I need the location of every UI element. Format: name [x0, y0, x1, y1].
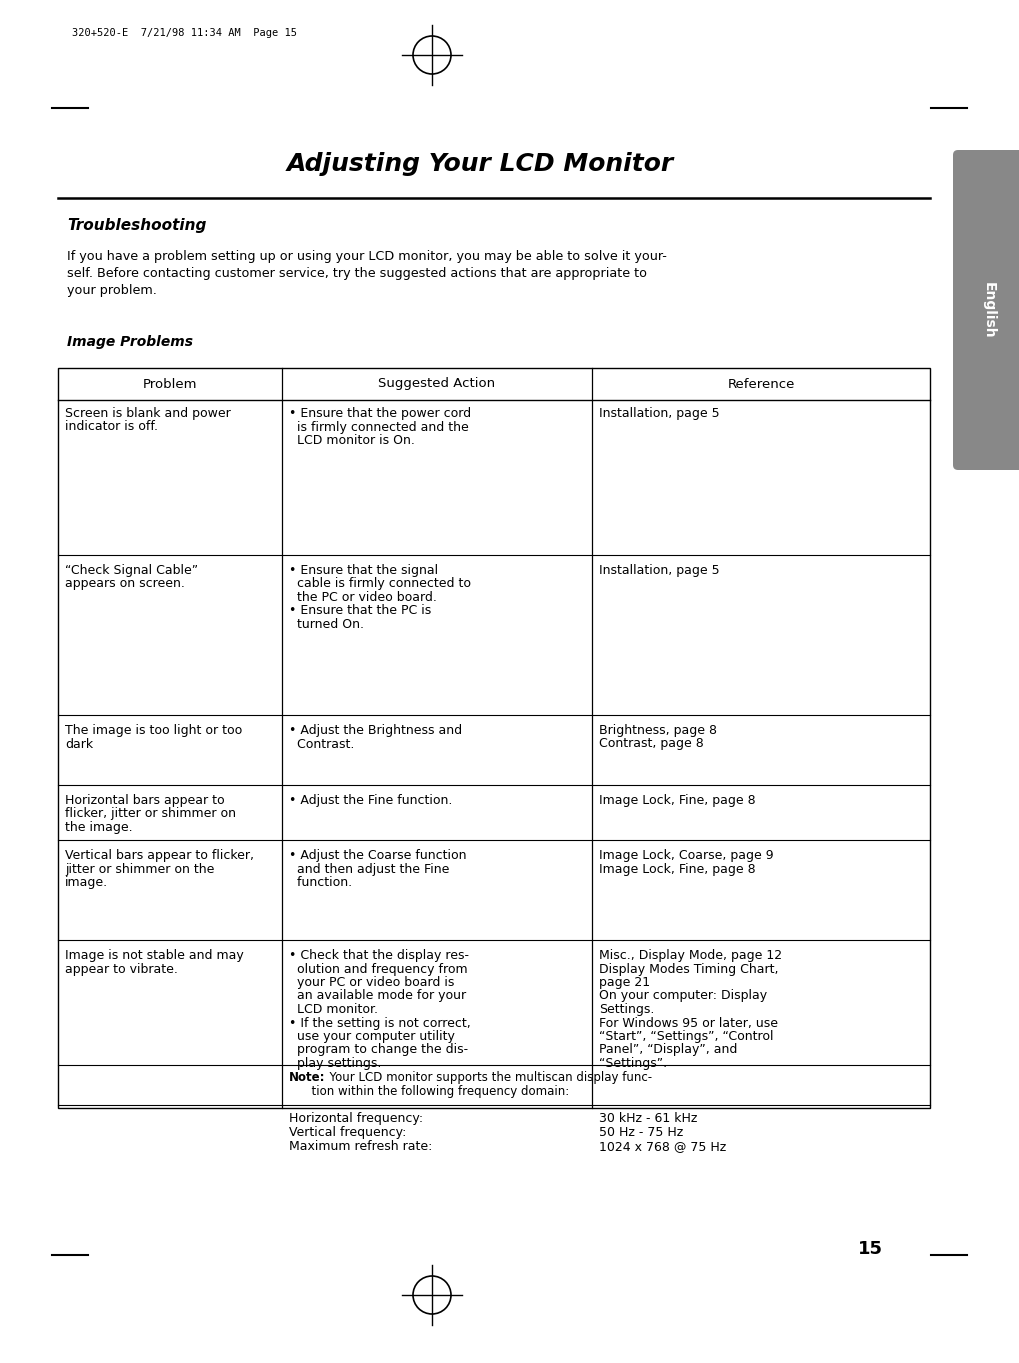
Text: Image Problems: Image Problems [67, 335, 193, 349]
Text: • Check that the display res-: • Check that the display res- [289, 949, 469, 962]
Text: the PC or video board.: the PC or video board. [289, 592, 437, 604]
Text: Reference: Reference [728, 378, 795, 391]
Text: program to change the dis-: program to change the dis- [289, 1044, 468, 1056]
Text: • Adjust the Brightness and: • Adjust the Brightness and [289, 724, 463, 737]
Text: Vertical bars appear to flicker,: Vertical bars appear to flicker, [65, 849, 254, 861]
Text: LCD monitor.: LCD monitor. [289, 1003, 378, 1015]
Text: • Ensure that the PC is: • Ensure that the PC is [289, 605, 431, 617]
Text: Troubleshooting: Troubleshooting [67, 218, 207, 233]
Text: Display Modes Timing Chart,: Display Modes Timing Chart, [599, 962, 779, 976]
Text: Note:: Note: [289, 1071, 325, 1084]
Text: Installation, page 5: Installation, page 5 [599, 564, 719, 577]
FancyBboxPatch shape [953, 150, 1019, 470]
Text: Image Lock, Fine, page 8: Image Lock, Fine, page 8 [599, 795, 756, 807]
Text: Image Lock, Coarse, page 9: Image Lock, Coarse, page 9 [599, 849, 773, 861]
Text: is firmly connected and the: is firmly connected and the [289, 421, 469, 433]
Text: dark: dark [65, 737, 93, 751]
Text: Misc., Display Mode, page 12: Misc., Display Mode, page 12 [599, 949, 783, 962]
Text: appears on screen.: appears on screen. [65, 578, 184, 590]
Text: • Adjust the Fine function.: • Adjust the Fine function. [289, 795, 452, 807]
Text: Screen is blank and power: Screen is blank and power [65, 408, 230, 420]
Text: Horizontal frequency:: Horizontal frequency: [289, 1112, 423, 1124]
Text: 15: 15 [858, 1240, 882, 1258]
Text: For Windows 95 or later, use: For Windows 95 or later, use [599, 1017, 777, 1029]
Text: page 21: page 21 [599, 976, 650, 990]
Text: tion within the following frequency domain:: tion within the following frequency doma… [289, 1085, 570, 1097]
Text: • Ensure that the signal: • Ensure that the signal [289, 564, 438, 577]
Text: Horizontal bars appear to: Horizontal bars appear to [65, 795, 224, 807]
Text: Adjusting Your LCD Monitor: Adjusting Your LCD Monitor [286, 153, 674, 176]
Text: 30 kHz - 61 kHz: 30 kHz - 61 kHz [599, 1112, 697, 1124]
Text: flicker, jitter or shimmer on: flicker, jitter or shimmer on [65, 807, 236, 821]
Text: LCD monitor is On.: LCD monitor is On. [289, 433, 415, 447]
Text: appear to vibrate.: appear to vibrate. [65, 962, 178, 976]
Text: Settings.: Settings. [599, 1003, 654, 1015]
Text: Problem: Problem [143, 378, 198, 391]
Text: your PC or video board is: your PC or video board is [289, 976, 454, 990]
Text: olution and frequency from: olution and frequency from [289, 962, 468, 976]
Text: Brightness, page 8: Brightness, page 8 [599, 724, 717, 737]
Text: • Adjust the Coarse function: • Adjust the Coarse function [289, 849, 467, 861]
Text: self. Before contacting customer service, try the suggested actions that are app: self. Before contacting customer service… [67, 267, 647, 279]
Text: Installation, page 5: Installation, page 5 [599, 408, 719, 420]
Text: “Start”, “Settings”, “Control: “Start”, “Settings”, “Control [599, 1030, 773, 1043]
Text: indicator is off.: indicator is off. [65, 421, 158, 433]
Text: Panel”, “Display”, and: Panel”, “Display”, and [599, 1044, 738, 1056]
Text: • If the setting is not correct,: • If the setting is not correct, [289, 1017, 471, 1029]
Text: 1024 x 768 @ 75 Hz: 1024 x 768 @ 75 Hz [599, 1139, 727, 1153]
Text: Contrast.: Contrast. [289, 737, 355, 751]
Text: use your computer utility: use your computer utility [289, 1030, 454, 1043]
Text: Suggested Action: Suggested Action [378, 378, 495, 391]
Text: English: English [981, 282, 996, 338]
Text: Maximum refresh rate:: Maximum refresh rate: [289, 1139, 432, 1153]
Text: Contrast, page 8: Contrast, page 8 [599, 737, 704, 751]
Text: Image Lock, Fine, page 8: Image Lock, Fine, page 8 [599, 863, 756, 875]
Text: On your computer: Display: On your computer: Display [599, 990, 767, 1003]
Text: The image is too light or too: The image is too light or too [65, 724, 243, 737]
Text: and then adjust the Fine: and then adjust the Fine [289, 863, 449, 875]
Text: • Ensure that the power cord: • Ensure that the power cord [289, 408, 471, 420]
Text: the image.: the image. [65, 821, 132, 834]
Text: “Check Signal Cable”: “Check Signal Cable” [65, 564, 198, 577]
Text: 50 Hz - 75 Hz: 50 Hz - 75 Hz [599, 1126, 684, 1139]
Text: Your LCD monitor supports the multiscan display func-: Your LCD monitor supports the multiscan … [322, 1071, 652, 1084]
Text: an available mode for your: an available mode for your [289, 990, 466, 1003]
Text: image.: image. [65, 876, 108, 889]
Text: your problem.: your problem. [67, 284, 157, 297]
Text: Vertical frequency:: Vertical frequency: [289, 1126, 407, 1139]
Text: Image is not stable and may: Image is not stable and may [65, 949, 244, 962]
Bar [58, 368, 930, 1108]
Text: turned On.: turned On. [289, 617, 364, 631]
Text: play settings.: play settings. [289, 1056, 381, 1070]
Text: 320+520-E  7/21/98 11:34 AM  Page 15: 320+520-E 7/21/98 11:34 AM Page 15 [72, 29, 297, 38]
Text: cable is firmly connected to: cable is firmly connected to [289, 578, 471, 590]
Text: If you have a problem setting up or using your LCD monitor, you may be able to s: If you have a problem setting up or usin… [67, 249, 666, 263]
Text: jitter or shimmer on the: jitter or shimmer on the [65, 863, 214, 875]
Text: “Settings”.: “Settings”. [599, 1056, 667, 1070]
Text: function.: function. [289, 876, 353, 889]
